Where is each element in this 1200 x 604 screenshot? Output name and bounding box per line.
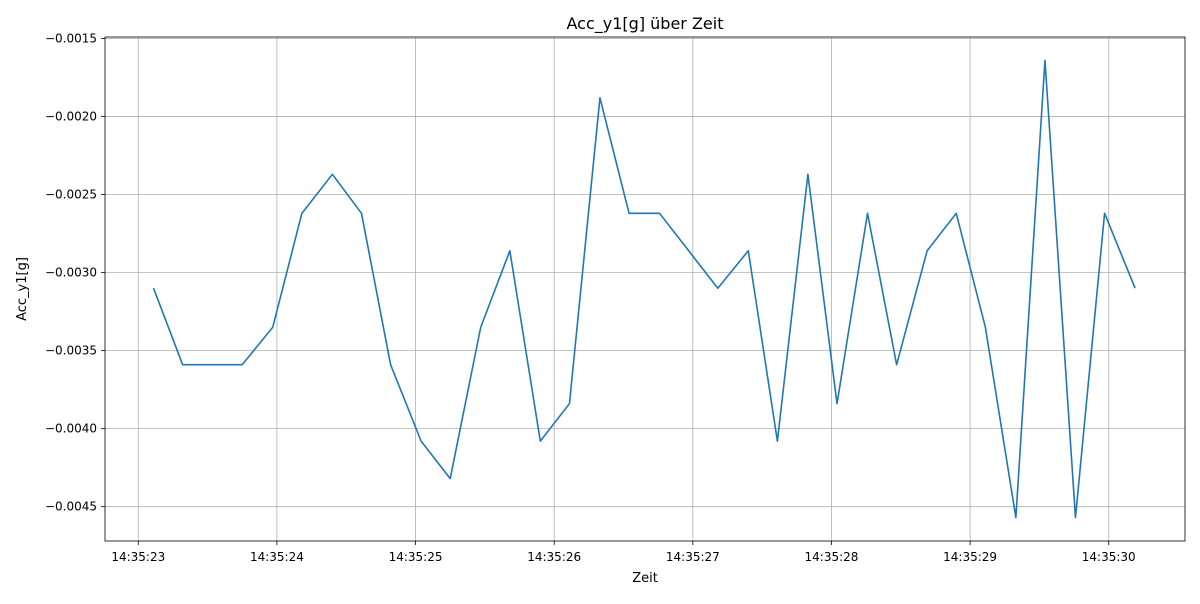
x-tick-label: 14:35:26: [527, 550, 581, 564]
y-tick-label: −0.0025: [45, 188, 97, 202]
y-tick-label: −0.0035: [45, 344, 97, 358]
x-axis: 14:35:23 14:35:24 14:35:25 14:35:26 14:35:27…: [111, 541, 1135, 564]
x-tick-label: 14:35:25: [389, 550, 443, 564]
chart-title: Acc_y1[g] über Zeit: [567, 14, 724, 34]
x-tick-label: 14:35:23: [111, 550, 165, 564]
plot-frame: [105, 37, 1185, 541]
y-axis: −0.0015 −0.0020 −0.0025 −0.0030 −0.0035 −0.00…: [45, 32, 105, 514]
y-axis-label: Acc_y1[g]: [15, 257, 30, 321]
x-tick-label: 14:35:27: [666, 550, 720, 564]
y-tick-label: −0.0030: [45, 266, 97, 280]
x-tick-label: 14:35:29: [943, 550, 997, 564]
y-tick-label: −0.0015: [45, 32, 97, 46]
x-tick-label: 14:35:30: [1082, 550, 1136, 564]
x-axis-label: Zeit: [632, 571, 658, 586]
grid-lines: [105, 37, 1185, 541]
x-tick-label: 14:35:24: [250, 550, 304, 564]
y-tick-label: −0.0020: [45, 110, 97, 124]
data-series: [154, 60, 1136, 517]
y-tick-label: −0.0040: [45, 422, 97, 436]
y-tick-label: −0.0045: [45, 500, 97, 514]
series-line: [154, 60, 1136, 517]
x-tick-label: 14:35:28: [805, 550, 859, 564]
